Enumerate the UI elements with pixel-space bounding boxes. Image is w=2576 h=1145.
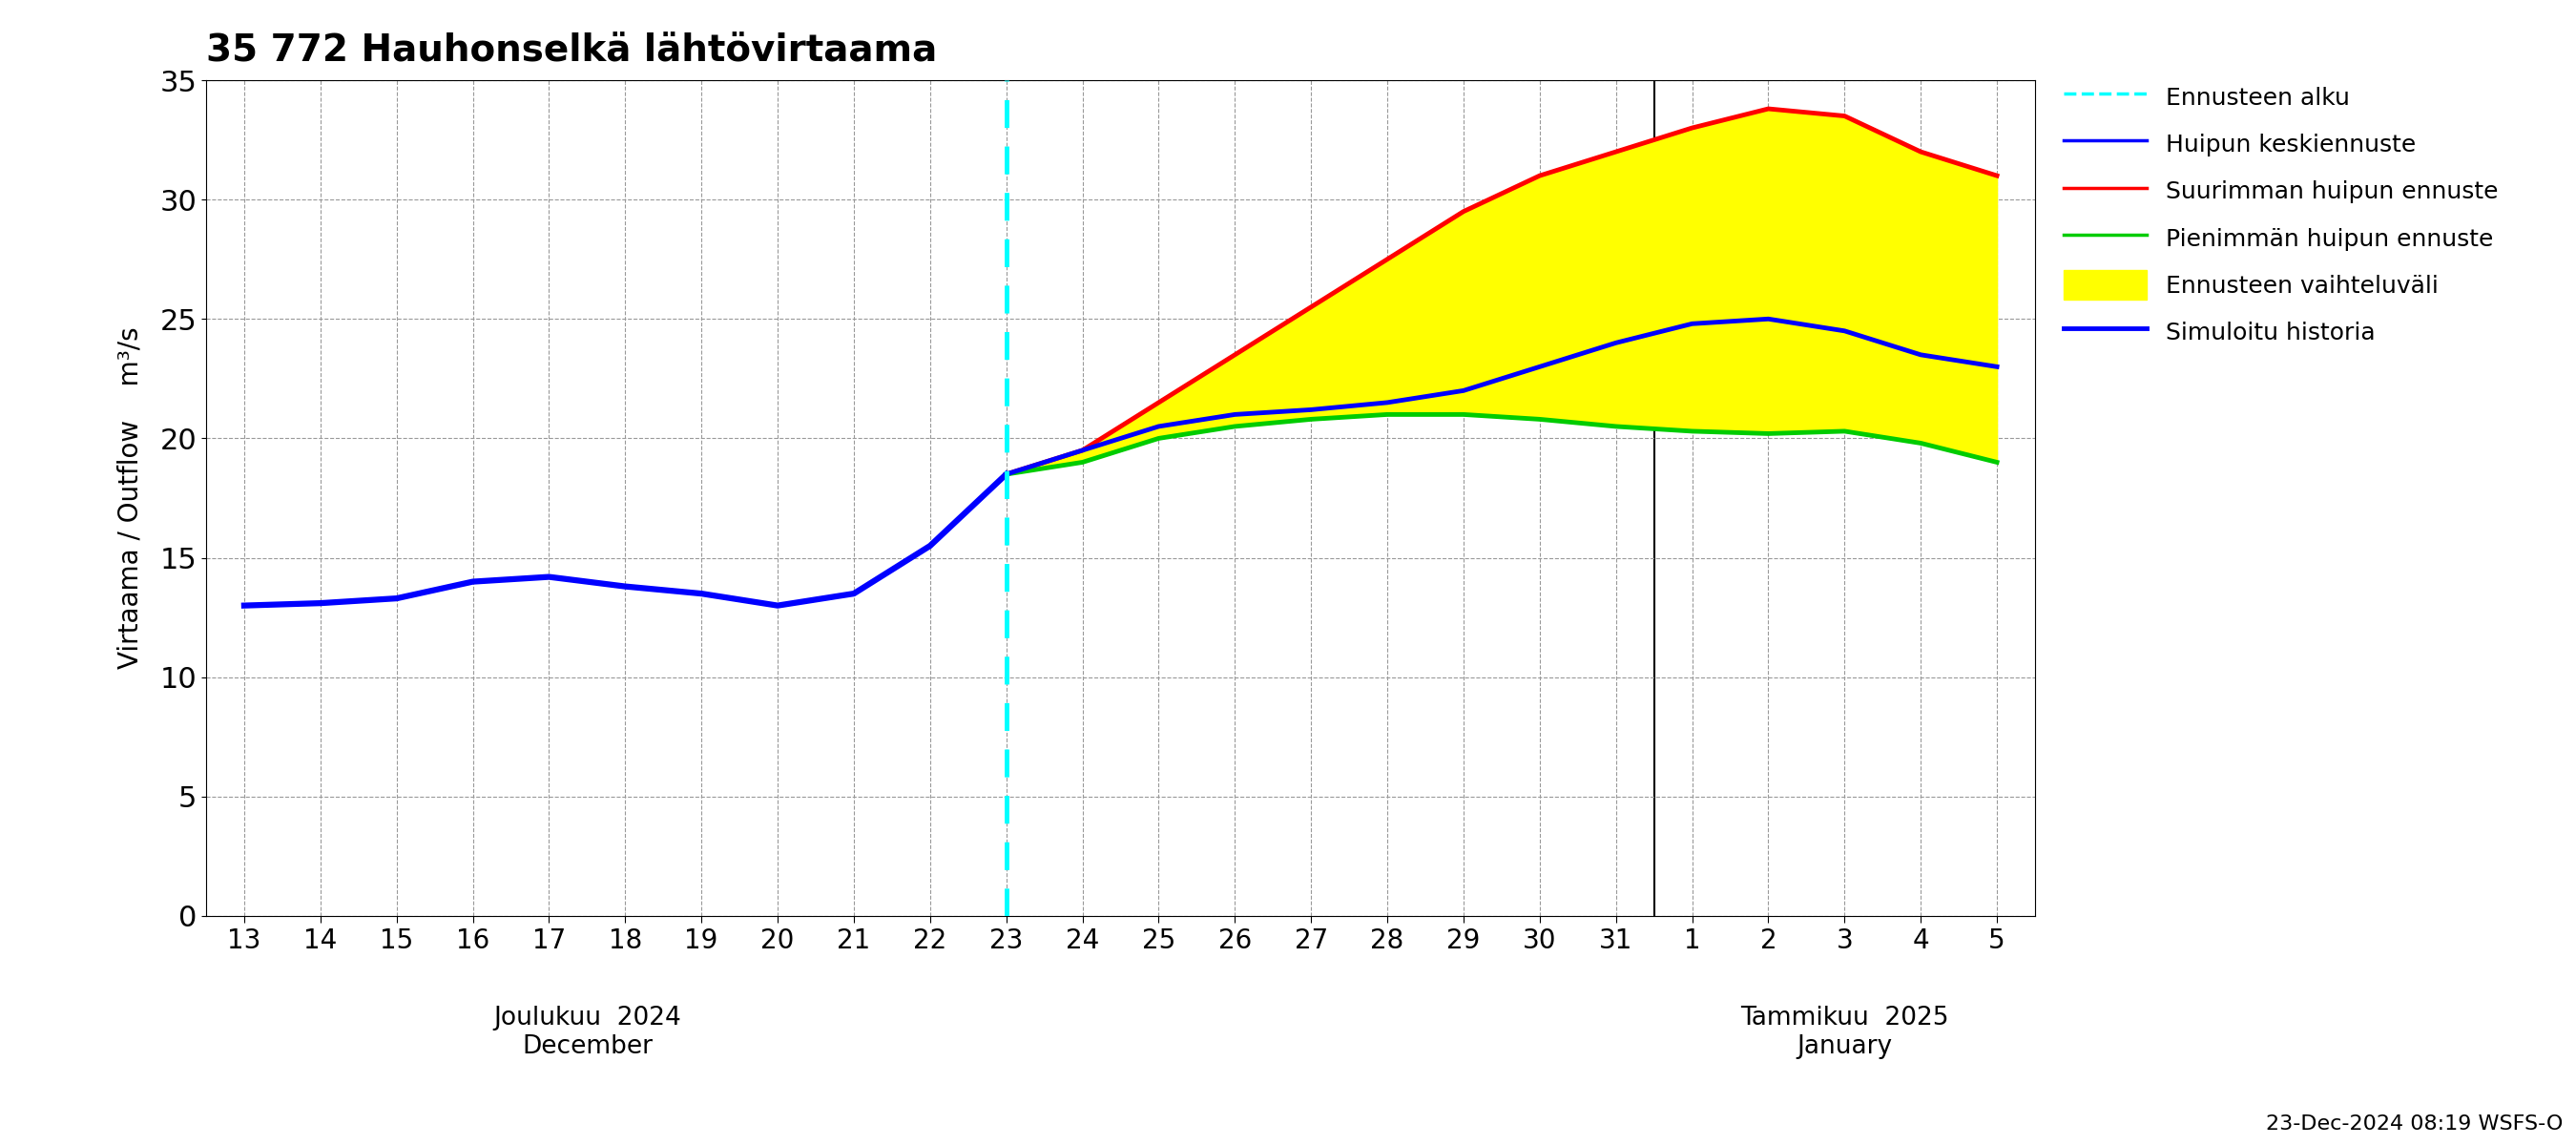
Text: 35 772 Hauhonselkä lähtövirtaama: 35 772 Hauhonselkä lähtövirtaama xyxy=(206,33,938,69)
Text: 23-Dec-2024 08:19 WSFS-O: 23-Dec-2024 08:19 WSFS-O xyxy=(2267,1114,2563,1134)
Y-axis label: Virtaama / Outflow    m³/s: Virtaama / Outflow m³/s xyxy=(116,327,144,669)
Text: Tammikuu  2025
January: Tammikuu 2025 January xyxy=(1741,1006,1950,1059)
Text: Joulukuu  2024
December: Joulukuu 2024 December xyxy=(492,1006,680,1059)
Legend: Ennusteen alku, Huipun keskiennuste, Suurimman huipun ennuste, Pienimmän huipun : Ennusteen alku, Huipun keskiennuste, Suu… xyxy=(2056,76,2506,354)
